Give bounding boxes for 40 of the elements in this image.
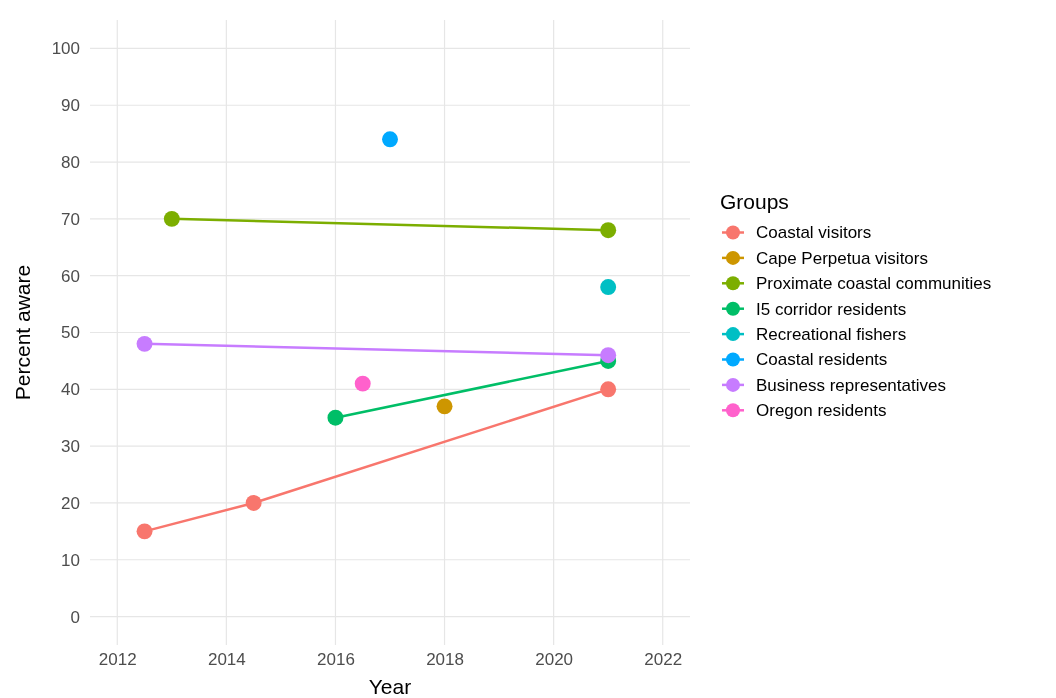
legend-label: Coastal residents	[756, 350, 888, 370]
point	[245, 494, 262, 511]
x-tick-label: 2022	[644, 650, 683, 670]
point	[136, 335, 153, 352]
legend-label: Cape Perpetua visitors	[756, 248, 928, 268]
point	[163, 210, 180, 227]
legend-label: Oregon residents	[756, 401, 887, 421]
y-tick-label: 90	[61, 96, 80, 116]
y-tick-label: 100	[51, 39, 80, 59]
y-tick-label: 10	[61, 550, 80, 570]
point	[327, 409, 344, 426]
y-tick-label: 80	[61, 152, 80, 172]
y-axis-title: Percent aware	[11, 264, 34, 401]
point	[600, 381, 617, 398]
legend-label: Coastal visitors	[756, 223, 872, 243]
point	[600, 279, 617, 296]
point	[382, 131, 398, 148]
point	[436, 398, 453, 415]
y-tick-label: 20	[61, 493, 80, 513]
point	[136, 523, 153, 540]
point	[354, 375, 371, 392]
y-tick-label: 30	[61, 437, 80, 457]
y-tick-label: 60	[61, 266, 80, 286]
legend-label: I5 corridor residents	[756, 299, 907, 319]
legend-label: Recreational fishers	[756, 325, 907, 345]
x-axis-title: Year	[368, 675, 412, 698]
point	[600, 347, 617, 364]
x-tick-label: 2016	[317, 650, 355, 670]
y-tick-label: 50	[61, 323, 80, 343]
x-tick-label: 2014	[207, 650, 246, 670]
legend-title: Groups	[720, 189, 789, 213]
x-tick-label: 2012	[98, 650, 137, 670]
y-tick-label: 70	[61, 209, 80, 229]
y-tick-label: 0	[70, 607, 80, 627]
y-tick-label: 40	[61, 380, 80, 400]
legend-label: Proximate coastal communities	[756, 274, 992, 294]
point	[600, 222, 617, 239]
x-tick-label: 2018	[426, 650, 464, 670]
legend-label: Business representatives	[756, 375, 946, 395]
x-tick-label: 2020	[535, 650, 574, 670]
